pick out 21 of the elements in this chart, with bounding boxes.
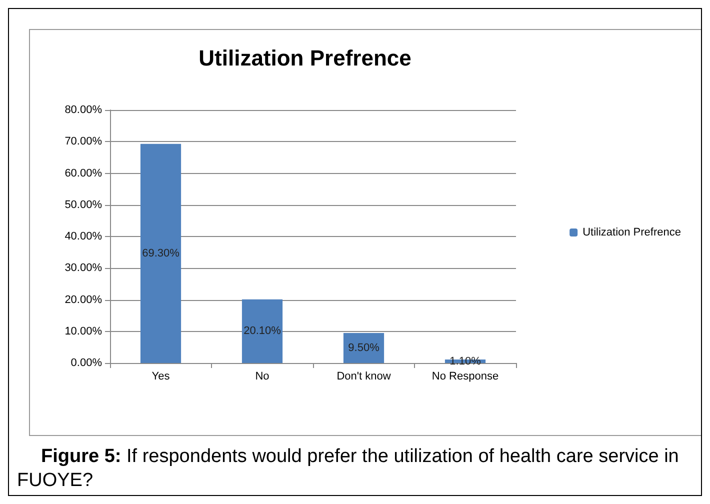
x-tick-label: No (255, 370, 270, 382)
data-label: 20.10% (244, 325, 282, 338)
y-tick-label: 10.00% (64, 325, 102, 338)
data-label: 9.50% (348, 342, 380, 354)
bar (140, 144, 182, 363)
y-tick-label: 60.00% (64, 167, 102, 180)
chart-title: Utilization Prefrence (198, 46, 412, 70)
y-tick-label: 70.00% (64, 136, 102, 148)
y-tick-label: 40.00% (64, 230, 102, 242)
x-tick-label: No Response (432, 370, 499, 382)
text: Figure 5: If respondents would prefer the utilization of health care service in FUOYE? (17, 446, 679, 491)
bar (242, 299, 283, 363)
y-tick-label: 20.00% (64, 294, 102, 306)
x-tick-label: Don't know (336, 370, 391, 382)
y-tick-label: 80.00% (64, 104, 102, 116)
legend-label: Utilization Prefrence (582, 226, 682, 238)
y-tick-label: 50.00% (64, 198, 102, 211)
y-tick-label: 30.00% (64, 262, 102, 274)
data-label: 69.30% (142, 247, 180, 260)
x-tick-label: Yes (152, 370, 170, 382)
y-tick-label: 0.00% (70, 357, 102, 369)
